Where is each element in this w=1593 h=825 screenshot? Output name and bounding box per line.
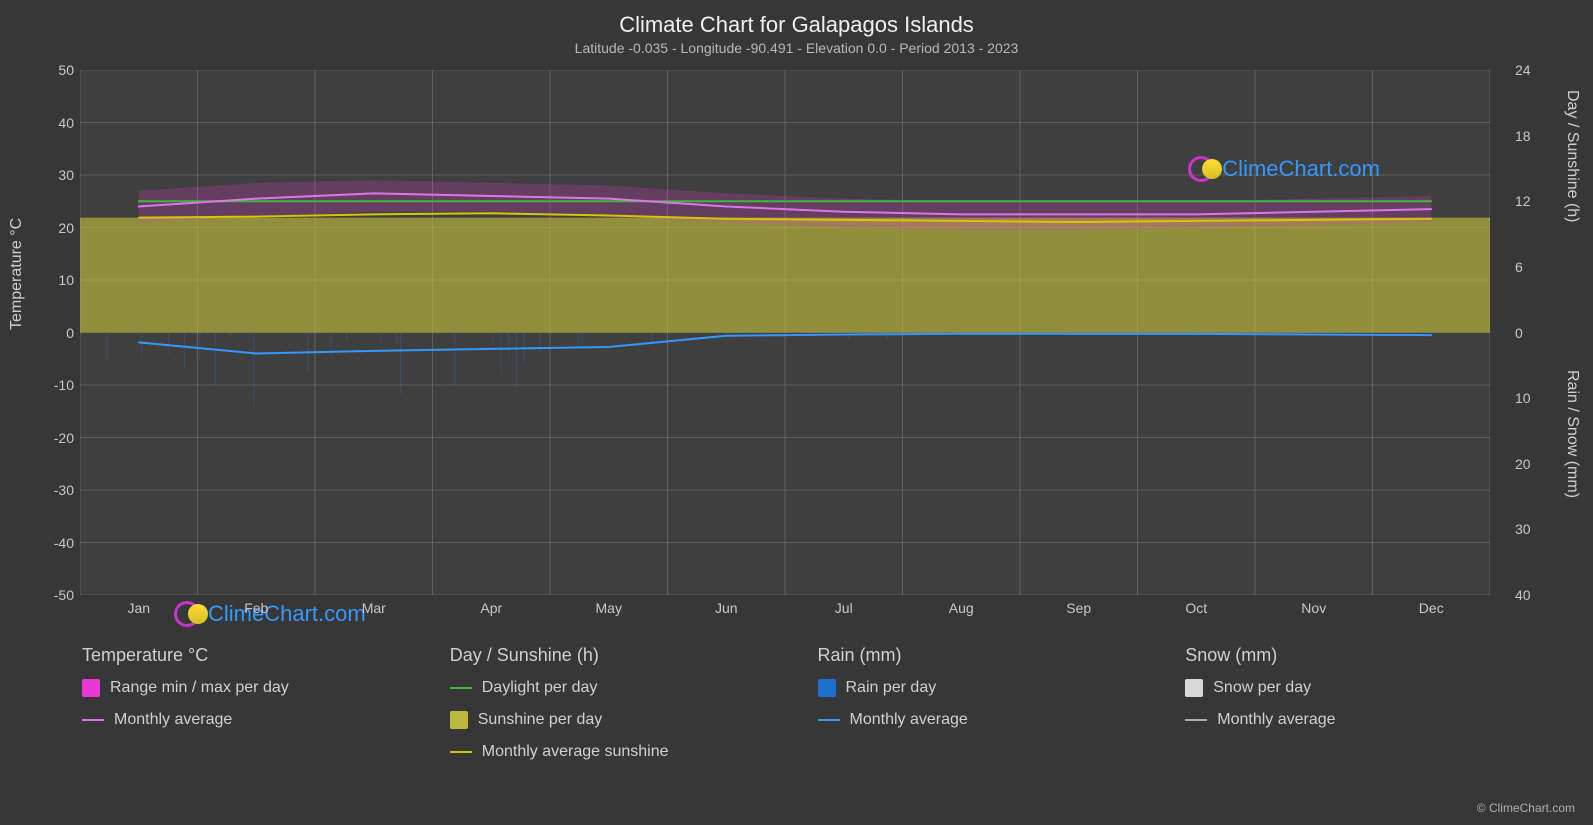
legend: Temperature °C Range min / max per day Mon… — [82, 645, 1553, 772]
legend-label: Sunshine per day — [478, 711, 603, 729]
legend-column: Temperature °C Range min / max per day Mon… — [82, 645, 450, 772]
y-left-tick: 30 — [40, 167, 74, 183]
watermark-bottom-left: ClimeChart.com — [174, 600, 366, 628]
climechart-logo-icon — [1188, 155, 1216, 183]
climate-chart: Climate Chart for Galapagos Islands Lati… — [0, 0, 1593, 825]
legend-swatch — [818, 719, 840, 721]
y-left-axis-label: Temperature °C — [8, 218, 26, 330]
chart-subtitle: Latitude -0.035 - Longitude -90.491 - El… — [0, 40, 1593, 56]
legend-header: Snow (mm) — [1185, 645, 1553, 666]
y-left-tick: -10 — [40, 377, 74, 393]
legend-item: Monthly average — [82, 708, 450, 732]
y-right-tick: 30 — [1515, 521, 1545, 537]
watermark-text: ClimeChart.com — [208, 601, 366, 627]
legend-header: Rain (mm) — [818, 645, 1186, 666]
y-right-tick: 24 — [1515, 62, 1545, 78]
y-left-tick: -30 — [40, 482, 74, 498]
legend-swatch — [450, 711, 468, 729]
legend-item: Snow per day — [1185, 676, 1553, 700]
legend-item: Monthly average — [818, 708, 1186, 732]
y-right-axis-label-top: Day / Sunshine (h) — [1563, 90, 1581, 223]
x-tick: Nov — [1301, 600, 1326, 616]
y-left-tick: 40 — [40, 115, 74, 131]
legend-item: Sunshine per day — [450, 708, 818, 732]
rain-daily-bars — [107, 333, 1343, 407]
legend-swatch — [82, 719, 104, 721]
y-left-tick: 20 — [40, 220, 74, 236]
x-tick: Sep — [1066, 600, 1091, 616]
y-right-tick: 10 — [1515, 390, 1545, 406]
y-right-tick: 40 — [1515, 587, 1545, 603]
x-tick: Apr — [480, 600, 502, 616]
watermark-text: ClimeChart.com — [1222, 156, 1380, 182]
y-left-tick: 0 — [40, 325, 74, 341]
x-tick: Oct — [1185, 600, 1207, 616]
legend-swatch — [818, 679, 836, 697]
plot-svg — [80, 70, 1490, 595]
x-tick: Jun — [715, 600, 738, 616]
x-tick: Jan — [127, 600, 150, 616]
y-right-tick: 0 — [1515, 325, 1545, 341]
legend-column: Rain (mm) Rain per day Monthly average — [818, 645, 1186, 772]
legend-column: Snow (mm) Snow per day Monthly average — [1185, 645, 1553, 772]
watermark-top-right: ClimeChart.com — [1188, 155, 1380, 183]
x-tick: Jul — [835, 600, 853, 616]
legend-column: Day / Sunshine (h) Daylight per day Sunshi… — [450, 645, 818, 772]
legend-item: Monthly average — [1185, 708, 1553, 732]
legend-item: Monthly average sunshine — [450, 740, 818, 764]
y-left-tick: 10 — [40, 272, 74, 288]
legend-header: Temperature °C — [82, 645, 450, 666]
legend-swatch — [450, 687, 472, 689]
x-tick: Dec — [1419, 600, 1444, 616]
y-right-axis-label-bottom: Rain / Snow (mm) — [1563, 370, 1581, 498]
plot-area: ClimeChart.com ClimeChart.com — [80, 70, 1490, 595]
y-left-tick: 50 — [40, 62, 74, 78]
copyright-footer: © ClimeChart.com — [1477, 801, 1575, 815]
y-left-tick: -50 — [40, 587, 74, 603]
y-right-tick: 20 — [1515, 456, 1545, 472]
legend-swatch — [1185, 679, 1203, 697]
legend-label: Monthly average — [850, 711, 968, 729]
legend-swatch — [82, 679, 100, 697]
climechart-logo-icon — [174, 600, 202, 628]
legend-swatch — [450, 751, 472, 753]
legend-item: Rain per day — [818, 676, 1186, 700]
legend-label: Monthly average — [1217, 711, 1335, 729]
legend-label: Monthly average — [114, 711, 232, 729]
y-right-tick: 6 — [1515, 259, 1545, 275]
chart-title: Climate Chart for Galapagos Islands — [0, 12, 1593, 38]
legend-header: Day / Sunshine (h) — [450, 645, 818, 666]
legend-label: Snow per day — [1213, 679, 1311, 697]
legend-label: Monthly average sunshine — [482, 743, 669, 761]
legend-label: Range min / max per day — [110, 679, 289, 697]
legend-item: Range min / max per day — [82, 676, 450, 700]
y-right-tick: 18 — [1515, 128, 1545, 144]
x-tick: May — [596, 600, 622, 616]
legend-item: Daylight per day — [450, 676, 818, 700]
legend-swatch — [1185, 719, 1207, 721]
y-right-tick: 12 — [1515, 193, 1545, 209]
legend-label: Rain per day — [846, 679, 937, 697]
x-tick: Feb — [244, 600, 268, 616]
legend-label: Daylight per day — [482, 679, 598, 697]
x-tick: Aug — [949, 600, 974, 616]
y-left-tick: -40 — [40, 535, 74, 551]
y-left-tick: -20 — [40, 430, 74, 446]
x-tick: Mar — [362, 600, 386, 616]
